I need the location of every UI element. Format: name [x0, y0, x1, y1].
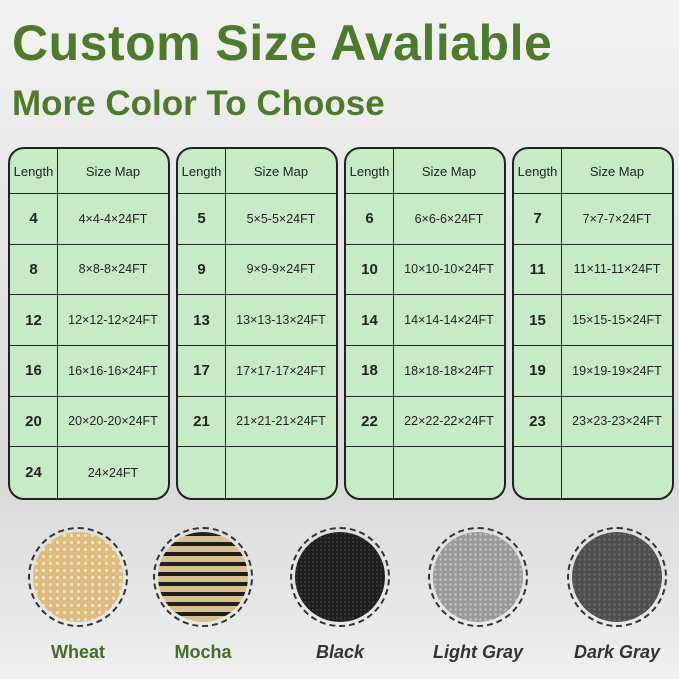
size-cell: 24×24FT: [87, 465, 139, 480]
size-cell: 15×15-15×24FT: [562, 295, 672, 346]
length-cell: 15: [514, 295, 562, 346]
length-cell: 23: [514, 396, 562, 448]
size-cell: 22×22-22×24FT: [394, 397, 504, 448]
swatch-texture: [433, 532, 523, 622]
length-cell: [514, 447, 562, 498]
size-cell: 13×13-13×24FT: [226, 295, 336, 346]
size-cell: 7×7-7×24FT: [562, 194, 672, 245]
header-length: Length: [178, 149, 226, 194]
size-table: Length Size Map 7 7×7-7×24FT 11 11×11-11×24FT…: [512, 147, 674, 500]
color-label: Mocha: [174, 642, 232, 662]
size-cell: 16×16-16×24FT: [58, 346, 168, 397]
length-cell: 6: [346, 194, 394, 245]
header-size-map: Size Map: [394, 149, 504, 194]
size-cell: [394, 447, 504, 498]
swatch-texture: [158, 532, 248, 622]
length-cell: 18: [346, 346, 394, 397]
length-cell: 8: [10, 244, 58, 296]
size-cell: [226, 447, 336, 498]
length-cell: 21: [178, 396, 226, 448]
length-cell: 10: [346, 244, 394, 296]
size-cell: 10×10-10×24FT: [394, 245, 504, 296]
color-swatch-mocha[interactable]: [153, 527, 253, 627]
header-length: Length: [514, 149, 562, 194]
color-swatch-black[interactable]: [290, 527, 390, 627]
length-cell: 19: [514, 346, 562, 397]
size-cell: [562, 447, 672, 498]
header-size-map: Size Map: [58, 149, 168, 194]
size-cell: 6×6-6×24FT: [394, 194, 504, 245]
swatch-texture: [295, 532, 385, 622]
size-cell: 5×5-5×24FT: [226, 194, 336, 245]
size-table: Length Size Map 4 4×4-4×24FT 8 8×8-8×24FT 12 12…: [8, 147, 170, 500]
swatch-texture: [572, 532, 662, 622]
color-label: Light Gray: [432, 642, 523, 662]
color-label: Wheat: [51, 642, 105, 662]
size-cell: 17×17-17×24FT: [226, 346, 336, 397]
size-cell: 14×14-14×24FT: [394, 295, 504, 346]
length-cell: 13: [178, 295, 226, 346]
length-cell: 17: [178, 346, 226, 397]
size-cell: 8×8-8×24FT: [58, 245, 168, 296]
length-cell: 16: [10, 346, 58, 397]
size-cell: 21×21-21×24FT: [226, 397, 336, 448]
length-cell: [178, 447, 226, 498]
length-cell: 7: [514, 194, 562, 245]
length-cell: 22: [346, 396, 394, 448]
size-cell: 18×18-18×24FT: [394, 346, 504, 397]
length-cell: 14: [346, 295, 394, 346]
size-cell: 12×12-12×24FT: [58, 295, 168, 346]
length-cell: 11: [514, 244, 562, 296]
header-size-map: Size Map: [562, 149, 672, 194]
length-cell: 5: [178, 194, 226, 245]
color-swatch-light-gray[interactable]: [428, 527, 528, 627]
header-length: Length: [346, 149, 394, 194]
length-cell: 9: [178, 244, 226, 296]
size-cell: 19×19-19×24FT: [562, 346, 672, 397]
size-table: Length Size Map 5 5×5-5×24FT 9 9×9-9×24FT 13 13…: [176, 147, 338, 500]
length-cell: 24: [10, 447, 58, 498]
page-subtitle: More Color To Choose: [12, 84, 385, 123]
size-cell: 20×20-20×24FT: [58, 397, 168, 448]
swatch-texture: [33, 532, 123, 622]
length-cell: 4: [10, 194, 58, 245]
size-cell: 4×4-4×24FT: [58, 194, 168, 245]
header-length: Length: [10, 149, 58, 194]
length-cell: 20: [10, 396, 58, 448]
size-cell: 11×11-11×24FT: [562, 245, 672, 296]
length-cell: [346, 447, 394, 498]
color-swatch-wheat[interactable]: [28, 527, 128, 627]
color-label: Black: [315, 642, 365, 662]
length-cell: 12: [10, 295, 58, 346]
color-swatch-dark-gray[interactable]: [567, 527, 667, 627]
page-title: Custom Size Avaliable: [12, 15, 553, 71]
header-size-map: Size Map: [226, 149, 336, 194]
size-cell: 23×23-23×24FT: [562, 397, 672, 448]
color-label: Dark Gray: [573, 642, 661, 662]
size-table: Length Size Map 6 6×6-6×24FT 10 10×10-10×24FT…: [344, 147, 506, 500]
size-cell: 9×9-9×24FT: [226, 245, 336, 296]
